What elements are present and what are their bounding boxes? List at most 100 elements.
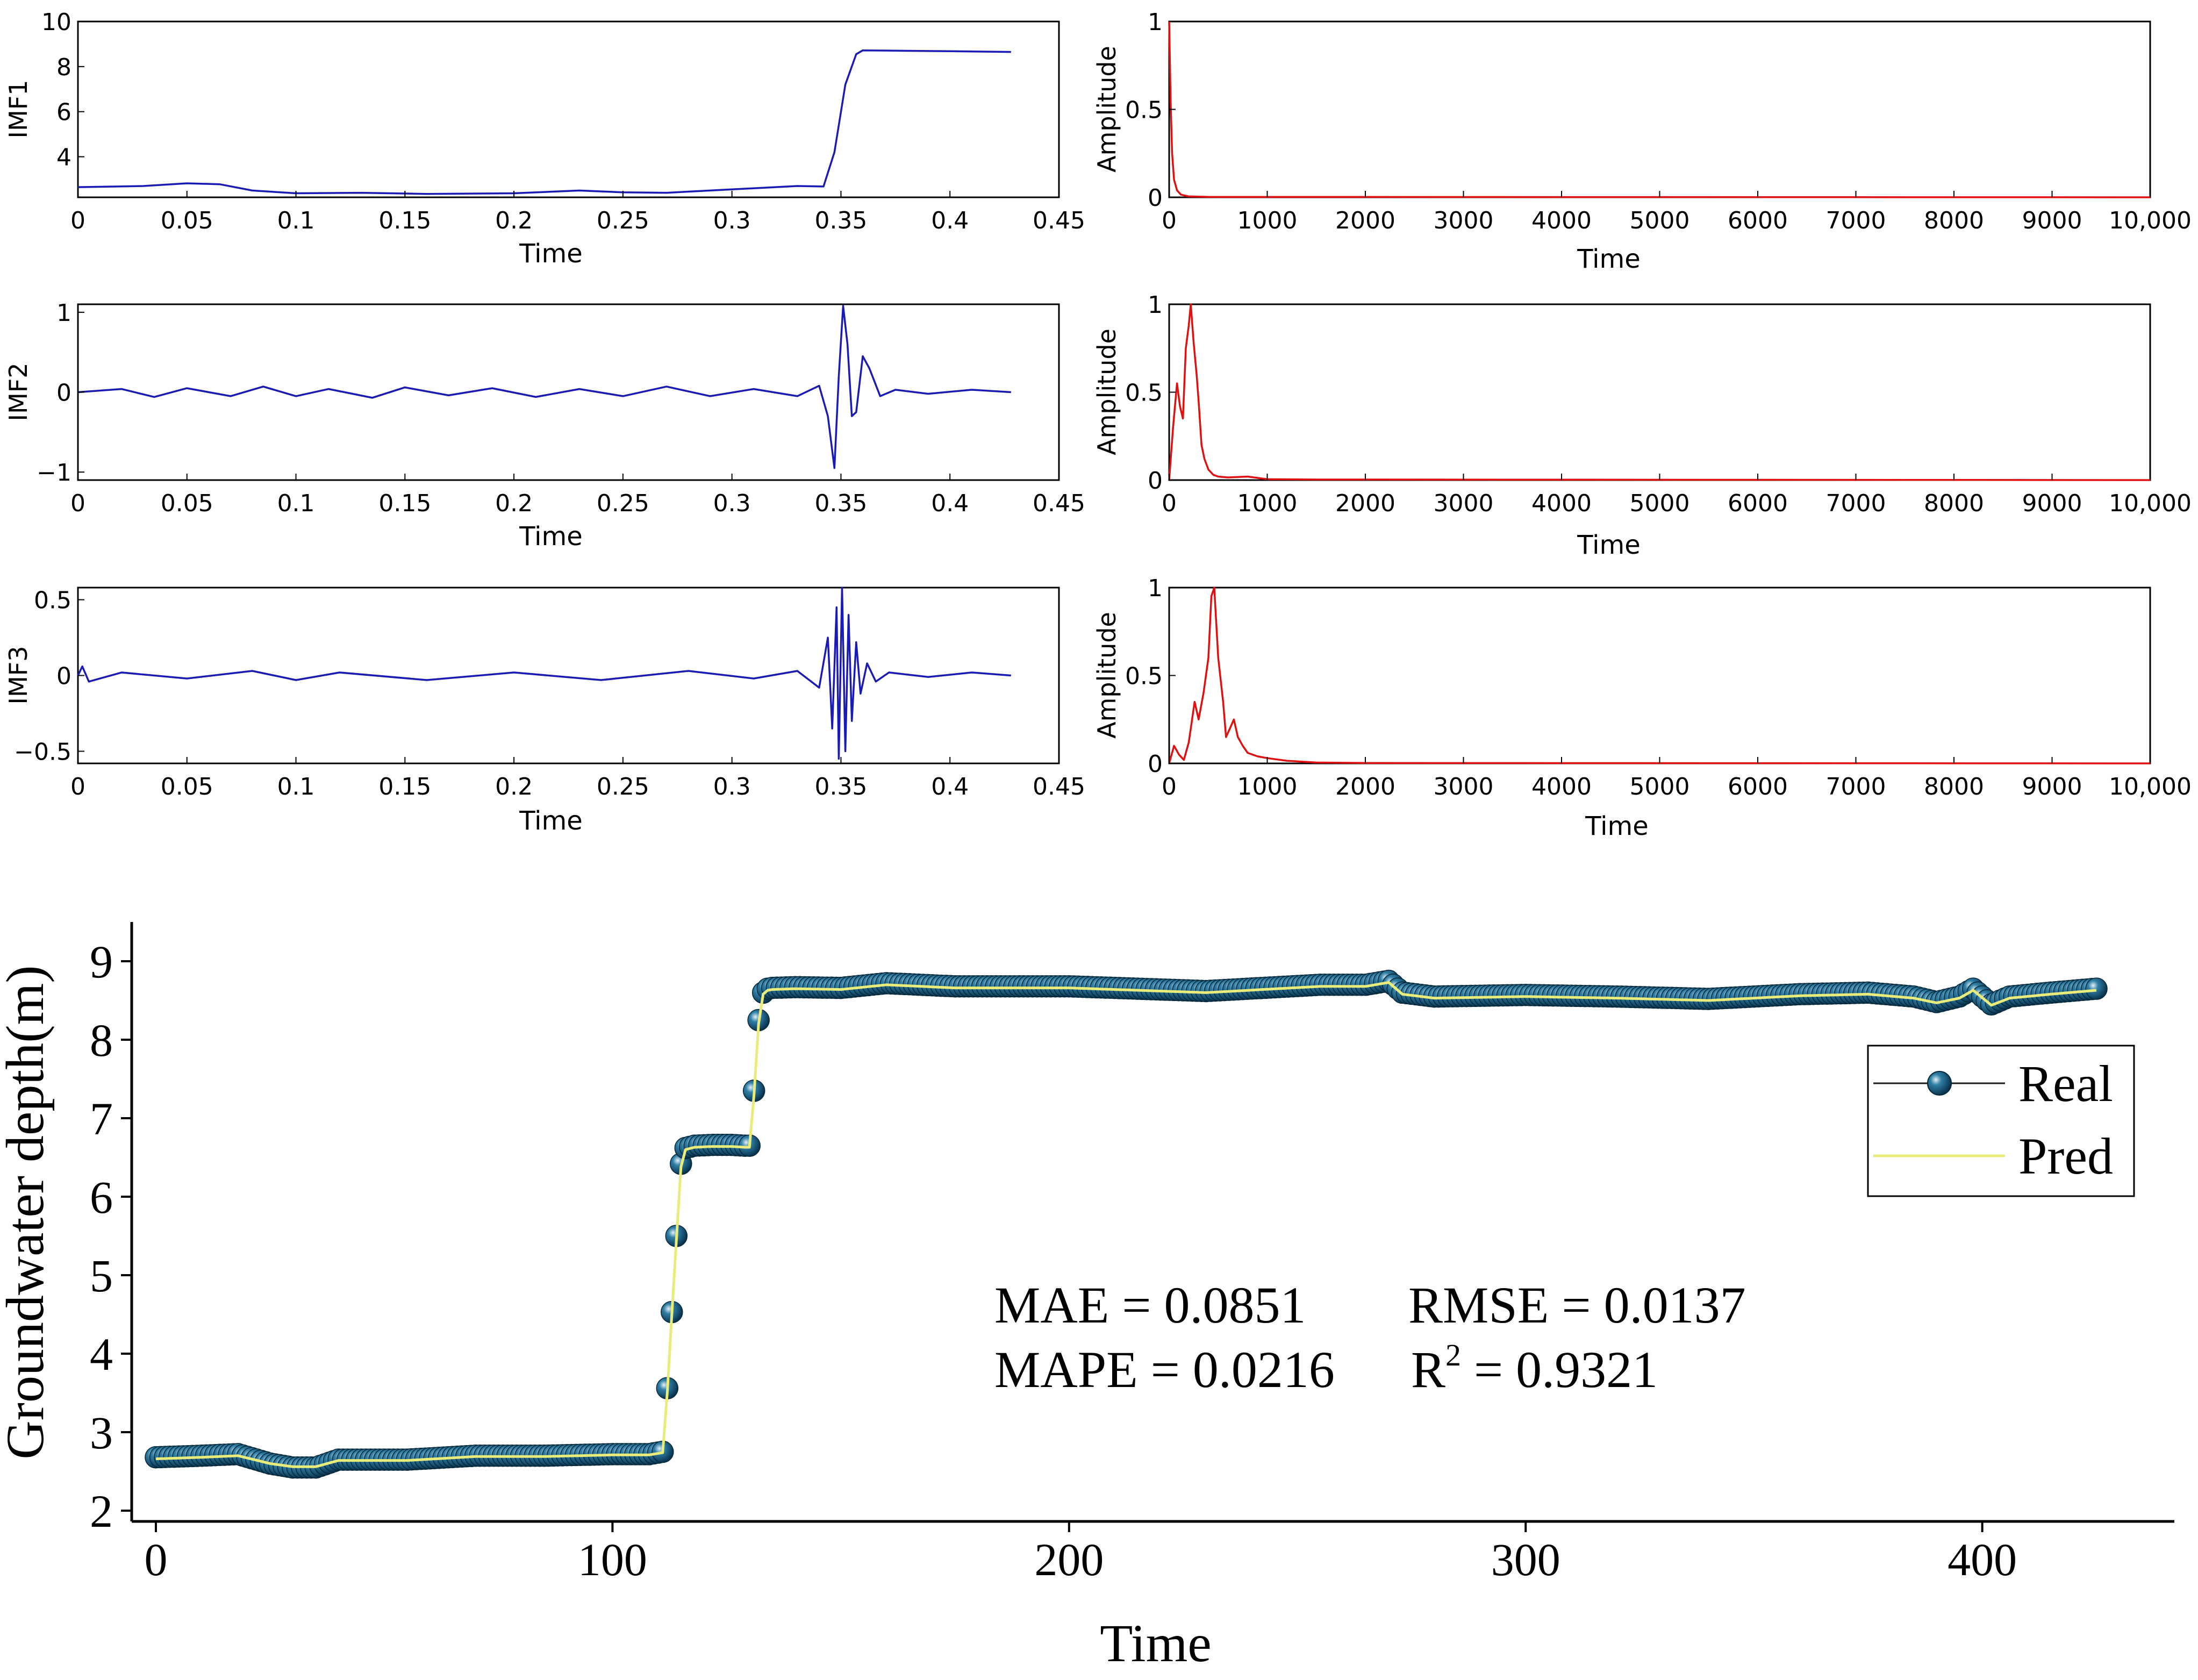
imf2-spectrum-xtick-label: 1000 (1237, 490, 1298, 517)
imf3-spectrum-ytick-label: 0 (1148, 750, 1163, 778)
imf1-spectrum-xlabel: Time (1577, 244, 1640, 274)
imf3-ytick-label: 0.5 (34, 587, 71, 614)
pred-series-line (155, 981, 2097, 1468)
imf1-spectrum-ytick-label: 1 (1148, 9, 1163, 36)
groundwater-ytick-label: 3 (90, 1407, 113, 1459)
imf1-xtick-label: 0.1 (277, 207, 315, 234)
legend-real-marker (1927, 1071, 1952, 1096)
imf3-spectrum-ytick-label: 1 (1148, 575, 1163, 602)
groundwater-xtick-label: 100 (578, 1534, 647, 1585)
imf2-xtick-label: 0.3 (713, 490, 751, 517)
imf1-spectrum-panel: Amplitude Time 0 1000 2000 3000 4000 5000 6000… (1092, 9, 2192, 274)
imf1-spectrum-xtick-label: 2000 (1335, 207, 1395, 234)
real-point (2085, 977, 2108, 1000)
imf1-spectrum-xtick-label: 7000 (1826, 207, 1886, 234)
imf3-spectrum-xtick-label: 5000 (1630, 773, 1690, 800)
imf2-ylabel: IMF2 (4, 363, 33, 421)
imf3-series-line (77, 587, 1011, 760)
imf1-xtick-label: 0.2 (495, 207, 533, 234)
groundwater-ylabel: Groundwater depth(m) (0, 965, 55, 1459)
imf3-spectrum-frame (1168, 587, 2151, 764)
imf3-spectrum-xtick-label: 3000 (1434, 773, 1494, 800)
imf2-spectrum-panel: Amplitude Time 0 1000 2000 3000 4000 5000 6000… (1092, 291, 2192, 560)
imf1-spectrum-xtick-label: 8000 (1924, 207, 1984, 234)
imf1-spectrum-frame (1168, 20, 2151, 198)
imf3-xtick-label: 0 (70, 773, 85, 800)
metric-mape: MAPE = 0.0216 (994, 1341, 1335, 1398)
imf1-xtick-label: 0.35 (814, 207, 867, 234)
legend-box (1867, 1045, 2135, 1197)
imf2-xtick-label: 0 (70, 490, 85, 517)
imf1-spectrum-xtick-label: 1000 (1237, 207, 1298, 234)
legend-real-label: Real (2018, 1055, 2113, 1112)
imf2-spectrum-xtick-label: 9000 (2022, 490, 2082, 517)
imf1-spectrum-ytick-label: 0 (1148, 184, 1163, 212)
imf1-frame (77, 20, 1060, 198)
groundwater-xtick-label: 300 (1491, 1534, 1560, 1585)
imf3-xtick-label: 0.3 (713, 773, 751, 800)
imf3-spectrum-xtick-label: 10,000 (2109, 773, 2192, 800)
imf1-xtick-label: 0.4 (931, 207, 969, 234)
groundwater-ytick-label: 7 (90, 1093, 113, 1145)
imf1-spectrum-xtick-label: 3000 (1434, 207, 1494, 234)
imf1-ytick-label: 4 (56, 144, 71, 171)
groundwater-ytick-label: 5 (90, 1250, 113, 1302)
imf1-spectrum-ytick-label: 0.5 (1125, 97, 1163, 124)
imf1-spectrum-xtick-label: 6000 (1728, 207, 1788, 234)
imf2-xtick-label: 0.45 (1033, 490, 1085, 517)
imf3-spectrum-xtick-label: 6000 (1728, 773, 1788, 800)
imf1-xtick-label: 0.25 (597, 207, 649, 234)
imf2-panel: IMF2 Time 0 0.05 0.1 0.15 0.2 0.25 0.3 0.35 0.4 0… (4, 299, 1085, 552)
imf1-xtick-label: 0.15 (378, 207, 431, 234)
imf1-ytick-label: 10 (41, 9, 71, 36)
imf3-xtick-label: 0.15 (378, 773, 431, 800)
imf1-spectrum-xtick-label: 0 (1162, 207, 1177, 234)
imf2-ytick-label: −1 (37, 459, 71, 487)
imf1-xtick-label: 0.3 (713, 207, 751, 234)
imf2-spectrum-xtick-label: 3000 (1434, 490, 1494, 517)
imf2-xtick-label: 0.2 (495, 490, 533, 517)
imf3-spectrum-xtick-label: 0 (1162, 773, 1177, 800)
imf1-spectrum-xtick-label: 10,000 (2109, 207, 2192, 234)
imf1-spectrum-series-line (1168, 21, 2151, 198)
imf1-panel: IMF1 Time 0 0.05 0.1 0.15 0.2 0.25 0.3 0.35 0.4 0… (4, 9, 1085, 269)
imf1-ylabel: IMF1 (4, 80, 33, 139)
imf2-spectrum-xtick-label: 10,000 (2109, 490, 2192, 517)
imf3-ytick-label: −0.5 (14, 738, 71, 766)
groundwater-xlabel: Time (1100, 1613, 1212, 1673)
imf1-xlabel: Time (519, 239, 582, 269)
groundwater-xtick-label: 400 (1948, 1534, 2017, 1585)
imf2-spectrum-xlabel: Time (1577, 530, 1640, 560)
imf3-xlabel: Time (519, 806, 582, 836)
imf2-spectrum-xtick-label: 2000 (1335, 490, 1395, 517)
imf1-spectrum-xtick-label: 9000 (2022, 207, 2082, 234)
imf3-xtick-label: 0.2 (495, 773, 533, 800)
imf2-spectrum-series-line (1168, 303, 2151, 481)
imf2-spectrum-xtick-label: 7000 (1826, 490, 1886, 517)
imf3-spectrum-xtick-label: 1000 (1237, 773, 1298, 800)
imf2-spectrum-xtick-label: 0 (1162, 490, 1177, 517)
imf2-spectrum-frame (1168, 303, 2151, 481)
imf2-ytick-label: 0 (56, 380, 71, 407)
metric-r2-exp: 2 (1445, 1338, 1461, 1372)
metric-mae: MAE = 0.0851 (994, 1276, 1306, 1334)
imf1-xtick-label: 0.05 (161, 207, 213, 234)
imf2-series-line (77, 305, 1011, 469)
imf2-spectrum-ytick-label: 0.5 (1125, 380, 1163, 407)
imf2-xtick-label: 0.4 (931, 490, 969, 517)
imf3-spectrum-series-line (1168, 587, 2151, 764)
imf3-ylabel: IMF3 (4, 646, 33, 705)
imf1-xtick-label: 0.45 (1033, 207, 1085, 234)
imf2-xtick-label: 0.25 (597, 490, 649, 517)
imf3-xtick-label: 0.25 (597, 773, 649, 800)
legend-pred-label: Pred (2018, 1127, 2113, 1185)
imf3-spectrum-xtick-label: 4000 (1531, 773, 1592, 800)
imf2-xtick-label: 0.1 (277, 490, 315, 517)
metric-r2-value: = 0.9321 (1461, 1341, 1658, 1398)
imf3-spectrum-xtick-label: 2000 (1335, 773, 1395, 800)
imf2-spectrum-xtick-label: 8000 (1924, 490, 1984, 517)
imf1-spectrum-xtick-label: 4000 (1531, 207, 1592, 234)
imf2-xtick-label: 0.05 (161, 490, 213, 517)
imf2-ytick-label: 1 (56, 299, 71, 327)
